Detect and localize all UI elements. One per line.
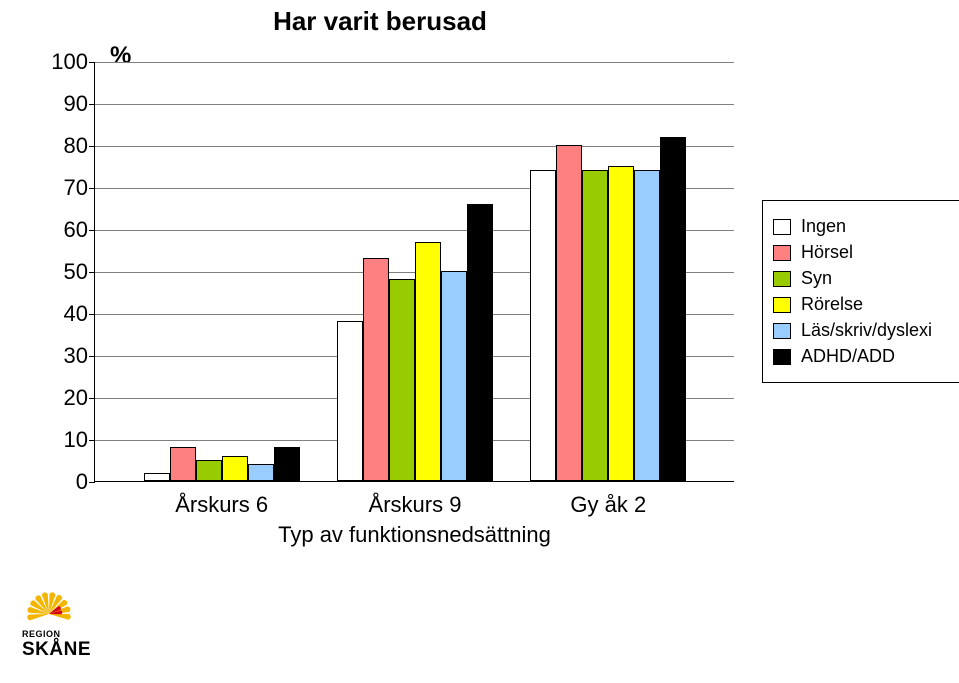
legend-label: Läs/skriv/dyslexi [801,320,932,341]
y-tick-mark [89,440,95,441]
bar [337,321,363,481]
bar [415,242,441,481]
logo-text: REGION SKÅNE [22,630,152,661]
legend-swatch [773,245,791,261]
bar [222,456,248,481]
bar [634,170,660,481]
bar [530,170,556,481]
gridline [95,62,734,63]
region-skane-logo: REGION SKÅNE [22,584,152,661]
bar [170,447,196,481]
y-tick-label: 30 [0,343,88,369]
legend-swatch [773,271,791,287]
bar [441,271,467,481]
legend-label: Rörelse [801,294,863,315]
y-tick-mark [89,398,95,399]
y-tick-label: 90 [0,91,88,117]
legend-label: ADHD/ADD [801,346,895,367]
legend-swatch [773,349,791,365]
plot-area: Typ av funktionsnedsättning Årskurs 6Års… [94,62,734,482]
y-tick-label: 40 [0,301,88,327]
bar [582,170,608,481]
bar [248,464,274,481]
y-tick-mark [89,104,95,105]
y-tick-label: 0 [0,469,88,495]
bar [363,258,389,481]
y-tick-label: 10 [0,427,88,453]
x-tick-label: Gy åk 2 [570,492,646,518]
bar [144,473,170,481]
y-tick-mark [89,62,95,63]
legend-swatch [773,323,791,339]
chart-title: Har varit berusad [0,6,760,37]
gridline [95,146,734,147]
bar [467,204,493,481]
y-tick-label: 50 [0,259,88,285]
legend-label: Ingen [801,216,846,237]
y-tick-mark [89,482,95,483]
y-tick-label: 80 [0,133,88,159]
y-tick-mark [89,230,95,231]
gridline [95,104,734,105]
legend-label: Hörsel [801,242,853,263]
legend-item: Rörelse [773,294,953,315]
page: { "chart": { "type": "bar", "title": "Ha… [0,0,959,683]
legend-swatch [773,219,791,235]
y-tick-mark [89,146,95,147]
legend-label: Syn [801,268,832,289]
y-tick-label: 20 [0,385,88,411]
legend-item: Syn [773,268,953,289]
legend: Ingen Hörsel Syn Rörelse Läs/skriv/dyslexi AD… [762,200,959,383]
y-tick-mark [89,272,95,273]
sun-icon [22,584,76,628]
y-tick-mark [89,356,95,357]
bar [274,447,300,481]
legend-item: Ingen [773,216,953,237]
y-tick-label: 70 [0,175,88,201]
bar [196,460,222,481]
legend-swatch [773,297,791,313]
y-tick-label: 100 [0,49,88,75]
bar [389,279,415,481]
bar [660,137,686,481]
x-tick-label: Årskurs 9 [369,492,462,518]
y-tick-mark [89,314,95,315]
bar [556,145,582,481]
x-axis-label: Typ av funktionsnedsättning [95,522,734,548]
legend-item: Läs/skriv/dyslexi [773,320,953,341]
y-tick-mark [89,188,95,189]
legend-item: ADHD/ADD [773,346,953,367]
y-tick-label: 60 [0,217,88,243]
bar [608,166,634,481]
legend-item: Hörsel [773,242,953,263]
x-tick-label: Årskurs 6 [175,492,268,518]
